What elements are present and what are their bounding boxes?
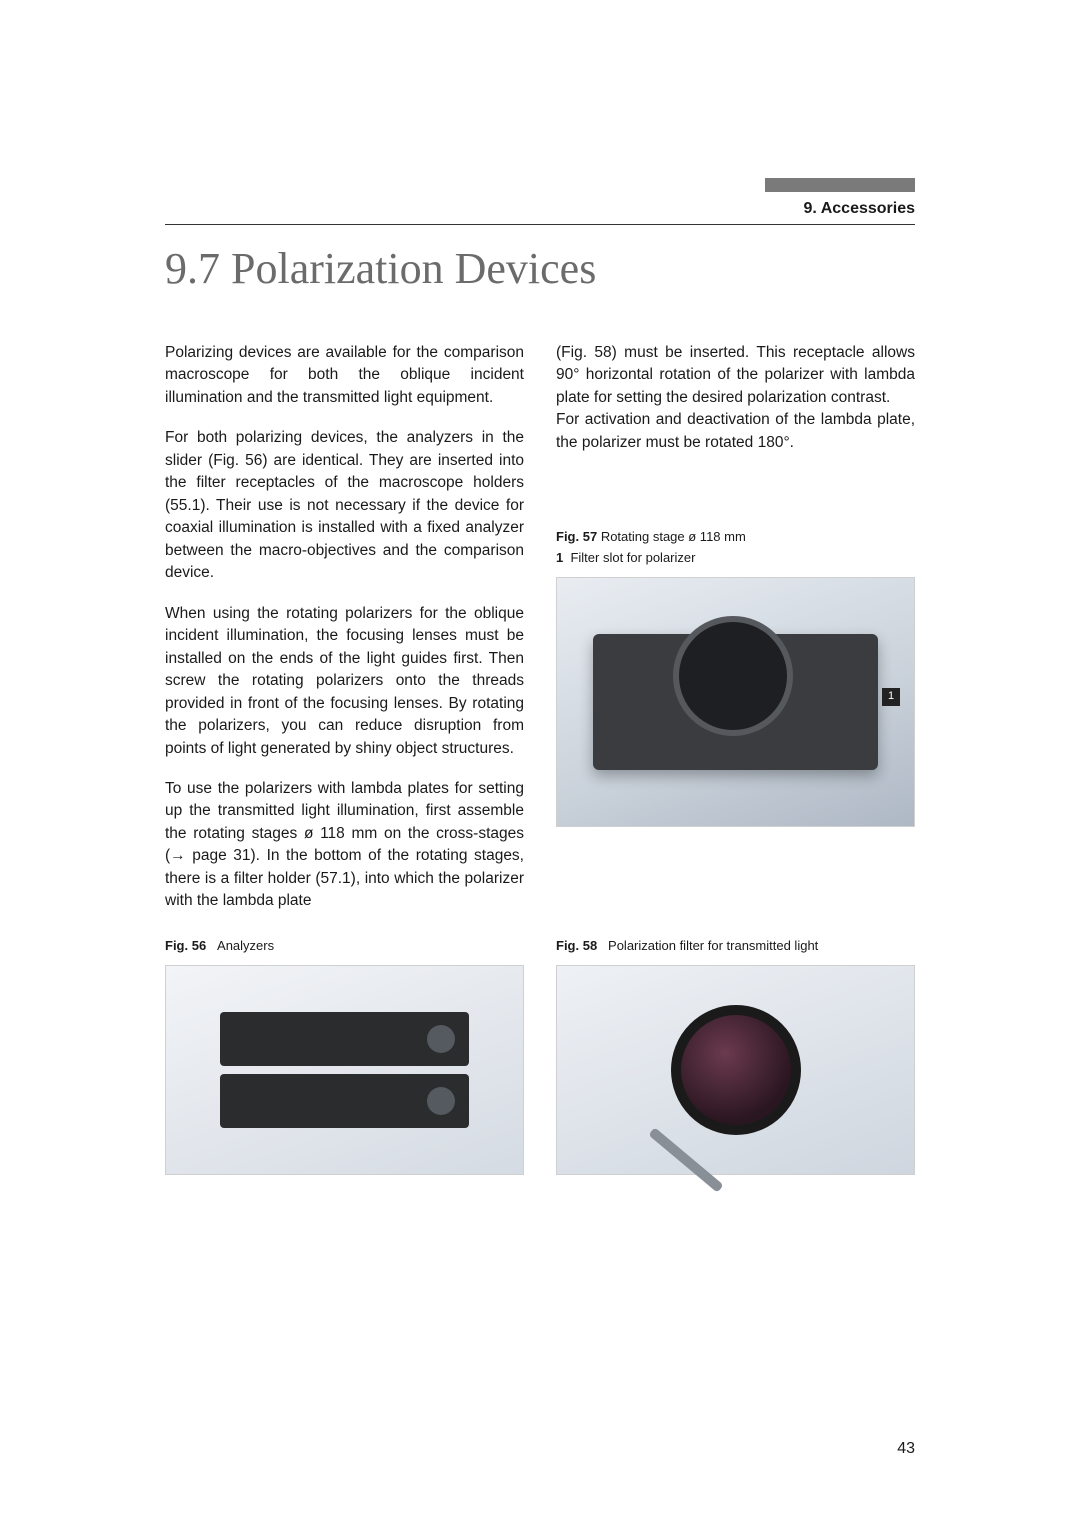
fig58-label: Fig. 58 (556, 938, 597, 953)
paragraph: For activation and deactivation of the l… (556, 409, 915, 454)
fig57-title: Rotating stage ø 118 mm (601, 529, 746, 544)
paragraph: (Fig. 58) must be inserted. This recepta… (556, 342, 915, 409)
filter-handle-icon (648, 1127, 723, 1193)
fig57-callout-1: 1 (882, 688, 900, 706)
fig57-label: Fig. 57 (556, 529, 597, 544)
fig57-caption: Fig. 57 Rotating stage ø 118 mm 1 Filter… (556, 528, 915, 566)
fig58-image (556, 965, 915, 1175)
rotating-stage-icon (593, 634, 879, 770)
analyzer-slider-icon (220, 1012, 470, 1066)
fig58-caption: Fig. 58 Polarization filter for transmit… (556, 937, 915, 955)
page-title: 9.7 Polarization Devices (165, 243, 915, 294)
polarization-filter-icon (671, 1005, 801, 1135)
section-label: 9. Accessories (165, 200, 915, 218)
body-columns: Polarizing devices are available for the… (165, 342, 915, 931)
left-column: Polarizing devices are available for the… (165, 342, 524, 931)
fig56-image (165, 965, 524, 1175)
fig57-sub-text: Filter slot for polarizer (570, 550, 695, 565)
fig56-caption: Fig. 56 Analyzers (165, 937, 524, 955)
right-column: (Fig. 58) must be inserted. This recepta… (556, 342, 915, 931)
stage-circle-icon (673, 616, 793, 736)
page-number: 43 (897, 1440, 915, 1458)
paragraph: Polarizing devices are available for the… (165, 342, 524, 409)
header-divider (165, 224, 915, 225)
fig58-title: Polarization filter for transmitted ligh… (608, 938, 818, 953)
analyzer-slider-icon (220, 1074, 470, 1128)
paragraph: For both polarizing devices, the analyze… (165, 427, 524, 584)
fig57-sub-num: 1 (556, 550, 563, 565)
fig57-image: 1 (556, 577, 915, 827)
fig56-title: Analyzers (217, 938, 274, 953)
header-accent-bar (765, 178, 915, 192)
paragraph: When using the rotating polarizers for t… (165, 603, 524, 760)
fig56-label: Fig. 56 (165, 938, 206, 953)
bottom-figure-row: Fig. 56 Analyzers Fig. 58 Polarization f… (165, 937, 915, 1175)
fig56-block: Fig. 56 Analyzers (165, 937, 524, 1175)
paragraph: To use the polarizers with lambda plates… (165, 778, 524, 913)
fig58-block: Fig. 58 Polarization filter for transmit… (556, 937, 915, 1175)
spacer (556, 472, 915, 528)
